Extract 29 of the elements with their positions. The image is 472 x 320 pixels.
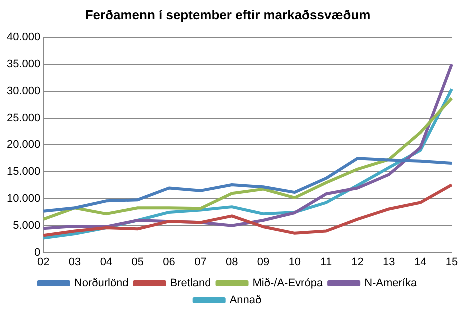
y-tick-label: 5.000 bbox=[13, 220, 41, 232]
x-tick-label: 09 bbox=[257, 256, 270, 268]
x-tick-label: 05 bbox=[132, 256, 144, 268]
x-tick-label: 13 bbox=[383, 256, 396, 268]
legend-label: Annað bbox=[230, 294, 262, 307]
y-tick-label: 20.000 bbox=[6, 139, 41, 152]
y-tick-label: 35.000 bbox=[6, 58, 41, 71]
y-tick-label: 40.000 bbox=[6, 32, 41, 44]
x-tick-label: 15 bbox=[446, 256, 458, 268]
x-tick-label: 08 bbox=[226, 256, 238, 268]
x-tick-label: 06 bbox=[163, 256, 176, 268]
x-tick-label: 04 bbox=[100, 256, 113, 268]
x-tick-label: 14 bbox=[414, 256, 427, 268]
y-tick-label: 15.000 bbox=[6, 166, 41, 178]
legend-label: Bretland bbox=[170, 278, 212, 290]
legend-label: N-Ameríka bbox=[364, 278, 418, 290]
y-tick-label: 0 bbox=[34, 246, 41, 259]
x-tick-label: 11 bbox=[320, 256, 332, 268]
y-tick-label: 25.000 bbox=[6, 112, 41, 124]
y-tick-label: 10.000 bbox=[6, 193, 41, 206]
chart-title: Ferðamenn í september eftir markaðssvæðum bbox=[85, 7, 371, 22]
x-tick-label: 10 bbox=[288, 256, 302, 268]
x-tick-label: 03 bbox=[68, 256, 82, 268]
x-tick-label: 07 bbox=[194, 256, 207, 268]
x-tick-label: 02 bbox=[38, 256, 50, 268]
y-tick-label: 30.000 bbox=[6, 85, 41, 98]
legend-label: Norðurlönd bbox=[74, 278, 129, 290]
legend-label: Mið-/A-Evrópa bbox=[252, 278, 324, 290]
x-tick-label: 12 bbox=[352, 256, 364, 268]
